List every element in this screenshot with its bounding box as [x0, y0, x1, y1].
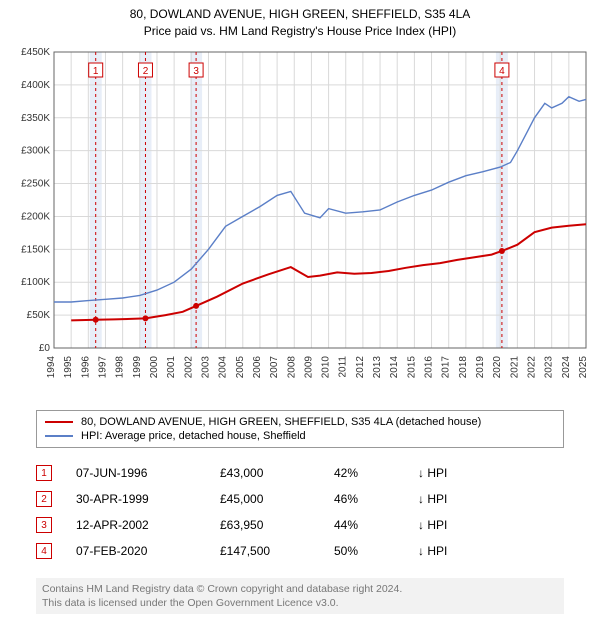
x-tick-label: 1996: [80, 356, 91, 379]
x-tick-label: 2013: [372, 356, 383, 379]
sale-marker: [142, 315, 148, 321]
sale-badge: 4: [36, 543, 52, 559]
sale-marker: [193, 303, 199, 309]
x-tick-label: 2021: [509, 356, 520, 379]
x-tick-label: 2012: [355, 356, 366, 379]
x-tick-label: 2004: [218, 356, 229, 379]
x-tick-label: 2023: [544, 356, 555, 379]
title-line-1: 80, DOWLAND AVENUE, HIGH GREEN, SHEFFIEL…: [0, 6, 600, 23]
sale-date: 12-APR-2002: [76, 518, 196, 532]
x-tick-label: 1997: [97, 356, 108, 379]
x-tick-label: 2018: [458, 356, 469, 379]
legend-swatch: [45, 435, 73, 437]
price-chart: £0 £50K £100K £150K £200K £250K £300K £350K £400…: [8, 44, 592, 400]
x-tick-label: 2024: [561, 356, 572, 379]
x-tick-label: 2000: [149, 356, 160, 379]
y-tick-label: £450K: [21, 47, 50, 58]
sale-relative-hpi: ↓ HPI: [418, 544, 447, 558]
x-tick-label: 2002: [183, 356, 194, 379]
sale-price: £45,000: [220, 492, 310, 506]
sale-price: £43,000: [220, 466, 310, 480]
sale-badge-number: 4: [499, 66, 505, 77]
sale-percent: 50%: [334, 544, 394, 558]
sale-percent: 42%: [334, 466, 394, 480]
x-tick-label: 2025: [578, 356, 589, 379]
x-tick-label: 1994: [46, 356, 57, 379]
sale-price: £147,500: [220, 544, 310, 558]
x-tick-label: 2010: [321, 356, 332, 379]
x-tick-label: 2009: [303, 356, 314, 379]
sale-date: 07-JUN-1996: [76, 466, 196, 480]
sale-marker: [499, 248, 505, 254]
x-tick-label: 2016: [424, 356, 435, 379]
x-tick-label: 2017: [441, 356, 452, 379]
x-tick-label: 2007: [269, 356, 280, 379]
y-tick-label: £150K: [21, 244, 50, 255]
sale-price: £63,950: [220, 518, 310, 532]
legend-label: HPI: Average price, detached house, Shef…: [81, 430, 306, 442]
chart-legend: 80, DOWLAND AVENUE, HIGH GREEN, SHEFFIEL…: [36, 410, 564, 448]
sale-percent: 44%: [334, 518, 394, 532]
sale-date: 07-FEB-2020: [76, 544, 196, 558]
x-tick-label: 1999: [132, 356, 143, 379]
sale-marker: [93, 317, 99, 323]
legend-item: 80, DOWLAND AVENUE, HIGH GREEN, SHEFFIEL…: [45, 415, 555, 429]
x-tick-label: 1995: [63, 356, 74, 379]
sale-row: 3 12-APR-2002 £63,950 44% ↓ HPI: [36, 512, 564, 538]
sales-table: 1 07-JUN-1996 £43,000 42% ↓ HPI 2 30-APR-1999 £…: [36, 460, 564, 564]
x-tick-label: 2022: [527, 356, 538, 379]
y-tick-label: £300K: [21, 146, 50, 157]
sale-relative-hpi: ↓ HPI: [418, 492, 447, 506]
x-tick-label: 2003: [200, 356, 211, 379]
sale-relative-hpi: ↓ HPI: [418, 518, 447, 532]
sale-badge-number: 1: [93, 66, 99, 77]
x-tick-label: 2019: [475, 356, 486, 379]
title-line-2: Price paid vs. HM Land Registry's House …: [0, 23, 600, 40]
y-tick-label: £100K: [21, 277, 50, 288]
x-tick-label: 2015: [406, 356, 417, 379]
x-tick-label: 2014: [389, 356, 400, 379]
footer-line-2: This data is licensed under the Open Gov…: [42, 596, 558, 610]
sale-badge: 2: [36, 491, 52, 507]
sale-row: 2 30-APR-1999 £45,000 46% ↓ HPI: [36, 486, 564, 512]
y-tick-label: £400K: [21, 80, 50, 91]
y-tick-label: £350K: [21, 113, 50, 124]
x-tick-label: 2020: [492, 356, 503, 379]
legend-item: HPI: Average price, detached house, Shef…: [45, 429, 555, 443]
y-tick-label: £200K: [21, 211, 50, 222]
sale-badge-number: 2: [143, 66, 149, 77]
sale-date: 30-APR-1999: [76, 492, 196, 506]
x-tick-label: 1998: [115, 356, 126, 379]
x-tick-label: 2008: [286, 356, 297, 379]
sale-relative-hpi: ↓ HPI: [418, 466, 447, 480]
x-tick-label: 2005: [235, 356, 246, 379]
sale-percent: 46%: [334, 492, 394, 506]
legend-swatch: [45, 421, 73, 423]
data-attribution: Contains HM Land Registry data © Crown c…: [36, 578, 564, 614]
x-tick-label: 2011: [338, 356, 349, 378]
x-tick-label: 2001: [166, 356, 177, 379]
sale-row: 1 07-JUN-1996 £43,000 42% ↓ HPI: [36, 460, 564, 486]
x-tick-label: 2006: [252, 356, 263, 379]
sale-badge-number: 3: [193, 66, 199, 77]
footer-line-1: Contains HM Land Registry data © Crown c…: [42, 582, 558, 596]
y-tick-label: £50K: [27, 310, 51, 321]
y-tick-label: £250K: [21, 179, 50, 190]
sale-badge: 1: [36, 465, 52, 481]
sale-row: 4 07-FEB-2020 £147,500 50% ↓ HPI: [36, 538, 564, 564]
y-tick-label: £0: [39, 343, 51, 354]
legend-label: 80, DOWLAND AVENUE, HIGH GREEN, SHEFFIEL…: [81, 416, 481, 428]
sale-badge: 3: [36, 517, 52, 533]
